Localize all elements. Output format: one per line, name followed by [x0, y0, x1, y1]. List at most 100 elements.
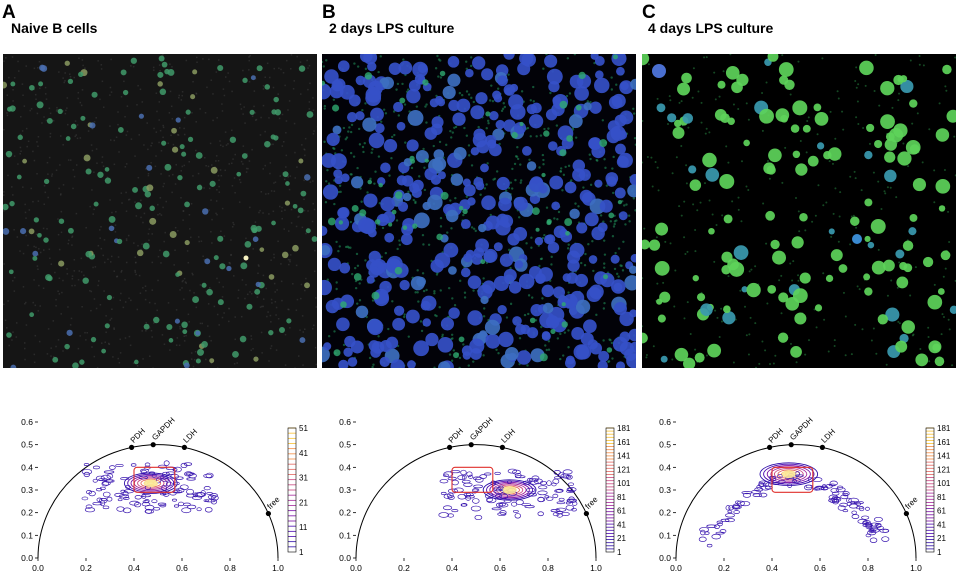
- density-point: [107, 497, 112, 501]
- x-tick-label: 0.2: [718, 563, 730, 573]
- density-point: [186, 489, 193, 494]
- x-tick-label: 0.0: [350, 563, 362, 573]
- x-tick-label: 0.8: [224, 563, 236, 573]
- x-tick-label: 0.6: [176, 563, 188, 573]
- reference-point: [904, 511, 909, 516]
- density-point: [712, 534, 721, 539]
- density-point: [204, 474, 212, 477]
- density-point: [480, 475, 487, 479]
- y-tick-label: 0.5: [659, 440, 671, 450]
- colorbar-tick-label: 41: [617, 520, 626, 529]
- density-point: [93, 502, 102, 505]
- reference-point: [820, 445, 825, 450]
- y-tick-label: 0.1: [339, 530, 351, 540]
- reference-point: [129, 445, 134, 450]
- y-tick-label: 0.4: [339, 462, 351, 472]
- colorbar-tick-label: 81: [937, 493, 946, 502]
- density-point: [152, 500, 157, 503]
- density-point: [568, 483, 573, 486]
- colorbar-tick-label: 1: [617, 548, 622, 557]
- density-point: [183, 503, 190, 506]
- colorbar-tick-label: 1: [299, 548, 304, 557]
- density-point: [725, 518, 734, 521]
- colorbar-tick-label: 161: [937, 438, 951, 447]
- colorbar-tick-label: 1: [937, 548, 942, 557]
- density-point: [707, 544, 712, 547]
- density-point: [526, 488, 535, 492]
- density-point: [174, 505, 178, 508]
- y-tick-label: 0.4: [21, 462, 33, 472]
- reference-label: LDH: [499, 427, 517, 445]
- colorbar-tick-label: 51: [299, 424, 308, 433]
- reference-point: [151, 442, 156, 447]
- density-point: [464, 483, 473, 486]
- reference-label: GAPDH: [150, 415, 177, 442]
- density-point: [175, 477, 183, 480]
- x-tick-label: 0.2: [398, 563, 410, 573]
- reference-point: [447, 445, 452, 450]
- x-tick-label: 0.6: [814, 563, 826, 573]
- panel-b-title: 2 days LPS culture: [329, 20, 454, 36]
- density-point: [182, 508, 191, 513]
- reference-point: [266, 511, 271, 516]
- density-point: [740, 501, 749, 505]
- density-point: [454, 488, 463, 492]
- y-tick-label: 0.4: [659, 462, 671, 472]
- colorbar-tick-label: 141: [937, 452, 951, 461]
- density-point: [204, 500, 209, 502]
- density-point: [742, 492, 752, 494]
- density-point: [462, 480, 470, 483]
- density-point: [103, 506, 109, 509]
- y-tick-label: 0.6: [339, 417, 351, 427]
- x-tick-label: 1.0: [590, 563, 602, 573]
- reference-point: [584, 511, 589, 516]
- density-point: [472, 499, 479, 504]
- y-tick-label: 0.2: [339, 508, 351, 518]
- colorbar-tick-label: 21: [937, 534, 946, 543]
- density-point: [474, 485, 483, 488]
- density-point: [204, 486, 210, 489]
- density-point: [495, 472, 501, 474]
- density-point: [559, 498, 564, 501]
- density-point: [557, 502, 565, 504]
- panel-a-micrograph: [3, 54, 317, 368]
- x-tick-label: 1.0: [910, 563, 922, 573]
- reference-label: free: [583, 494, 600, 511]
- reference-label: GAPDH: [788, 415, 815, 442]
- y-tick-label: 0.5: [21, 440, 33, 450]
- reference-label: LDH: [181, 427, 199, 445]
- universal-circle: [356, 445, 596, 558]
- density-point: [538, 491, 548, 495]
- universal-circle: [38, 445, 278, 558]
- colorbar-tick-label: 41: [937, 520, 946, 529]
- density-point: [714, 525, 719, 529]
- density-point: [207, 492, 213, 494]
- colorbar-tick-label: 81: [617, 493, 626, 502]
- reference-point: [500, 445, 505, 450]
- density-point: [103, 492, 110, 497]
- density-point: [109, 466, 115, 470]
- y-tick-label: 0.5: [339, 440, 351, 450]
- reference-point: [469, 442, 474, 447]
- density-point: [197, 508, 201, 511]
- density-point: [765, 486, 772, 489]
- density-point: [513, 510, 518, 512]
- density-point: [485, 473, 491, 475]
- y-tick-label: 0.2: [21, 508, 33, 518]
- y-tick-label: 0.3: [339, 485, 351, 495]
- density-point: [440, 479, 448, 483]
- y-tick-label: 0.1: [21, 530, 33, 540]
- density-peak: [503, 486, 517, 494]
- panel-a-title: Naive B cells: [11, 20, 97, 36]
- x-tick-label: 1.0: [272, 563, 284, 573]
- y-tick-label: 0.3: [659, 485, 671, 495]
- y-tick-label: 0.0: [21, 553, 33, 563]
- density-point: [836, 488, 845, 492]
- density-point: [838, 505, 845, 510]
- density-point: [461, 470, 467, 475]
